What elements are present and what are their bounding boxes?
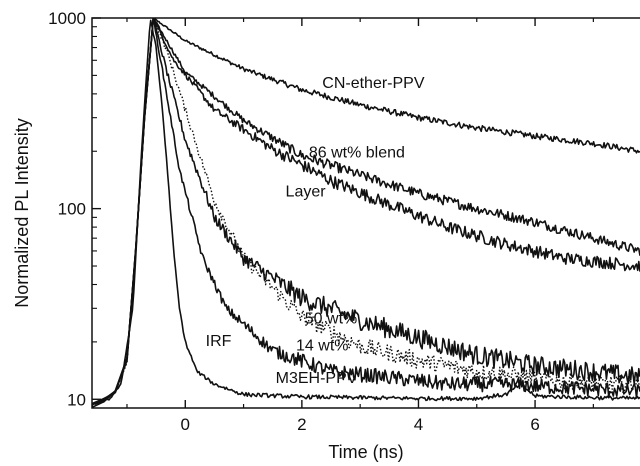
tick-labels: 0 2 4 6 10 100 1000 xyxy=(48,9,540,434)
x-tick-label-0: 0 xyxy=(181,415,190,434)
y-tick-label-1000: 1000 xyxy=(48,9,86,28)
y-tick-label-100: 100 xyxy=(58,200,86,219)
series-line-50-wt xyxy=(92,19,640,405)
series-line-86-wt-blend xyxy=(92,18,640,405)
x-axis-title: Time (ns) xyxy=(328,442,403,462)
curve-label-irf: IRF xyxy=(206,333,232,350)
curve-label-86-wt-blend: 86 wt% blend xyxy=(309,145,405,162)
series-line-layer xyxy=(92,18,640,406)
x-tick-label-4: 4 xyxy=(414,415,423,434)
plot-frame xyxy=(91,17,640,409)
curve-label-cn-ether-ppv: CN-ether-PPV xyxy=(322,75,425,92)
x-tick-label-2: 2 xyxy=(297,415,306,434)
y-axis-title: Normalized PL Intensity xyxy=(12,118,32,307)
y-tick-label-10: 10 xyxy=(67,390,86,409)
curve-label-50-wt: 50 wt% xyxy=(305,310,357,327)
series-line-14-wt xyxy=(92,18,640,407)
x-tick-label-6: 6 xyxy=(530,415,539,434)
series-line-irf xyxy=(92,19,640,405)
curve-label-layer: Layer xyxy=(286,183,327,200)
series-line-m3eh-ppv xyxy=(92,18,640,408)
curve-label-14-wt: 14 wt% xyxy=(296,338,348,355)
ticks xyxy=(92,17,594,408)
curves xyxy=(92,18,640,408)
curve-label-m3eh-ppv: M3EH-PPV xyxy=(276,370,358,387)
series-line-cn-ether-ppv xyxy=(92,18,640,406)
annotations: CN-ether-PPV 86 wt% blend Layer 50 wt% 14 wt… xyxy=(206,75,425,387)
